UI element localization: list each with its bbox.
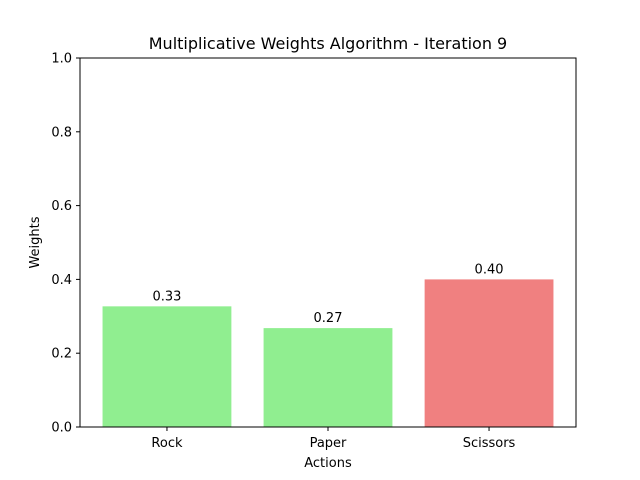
bar-value-label-scissors: 0.40 xyxy=(475,262,504,277)
bar-value-label-rock: 0.33 xyxy=(152,289,181,304)
y-tick-label: 0.2 xyxy=(51,347,72,362)
bar-value-label-paper: 0.27 xyxy=(314,311,343,326)
y-tick-label: 0.0 xyxy=(51,421,72,436)
y-axis-label: Weights xyxy=(28,216,43,268)
y-tick-label: 0.8 xyxy=(51,125,72,140)
plot-frame xyxy=(79,57,577,428)
y-tick-label: 0.6 xyxy=(51,199,72,214)
bar-labels-group: 0.33 0.27 0.40 xyxy=(152,262,503,326)
x-tick-label-paper: Paper xyxy=(310,436,347,451)
bar-rock xyxy=(102,306,232,427)
x-tick-label-rock: Rock xyxy=(151,436,183,451)
y-tick-label: 0.4 xyxy=(51,273,72,288)
x-tick-label-scissors: Scissors xyxy=(463,436,516,451)
chart-title: Multiplicative Weights Algorithm - Itera… xyxy=(149,34,507,53)
bar-scissors xyxy=(424,279,554,427)
bars-group xyxy=(102,279,554,427)
x-axis-label: Actions xyxy=(304,456,352,471)
x-axis-ticks: Rock Paper Scissors xyxy=(151,427,516,451)
y-axis-ticks: 0.0 0.2 0.4 0.6 0.8 1.0 xyxy=(51,52,80,436)
bar-paper xyxy=(263,328,393,427)
y-tick-label: 1.0 xyxy=(51,52,72,67)
